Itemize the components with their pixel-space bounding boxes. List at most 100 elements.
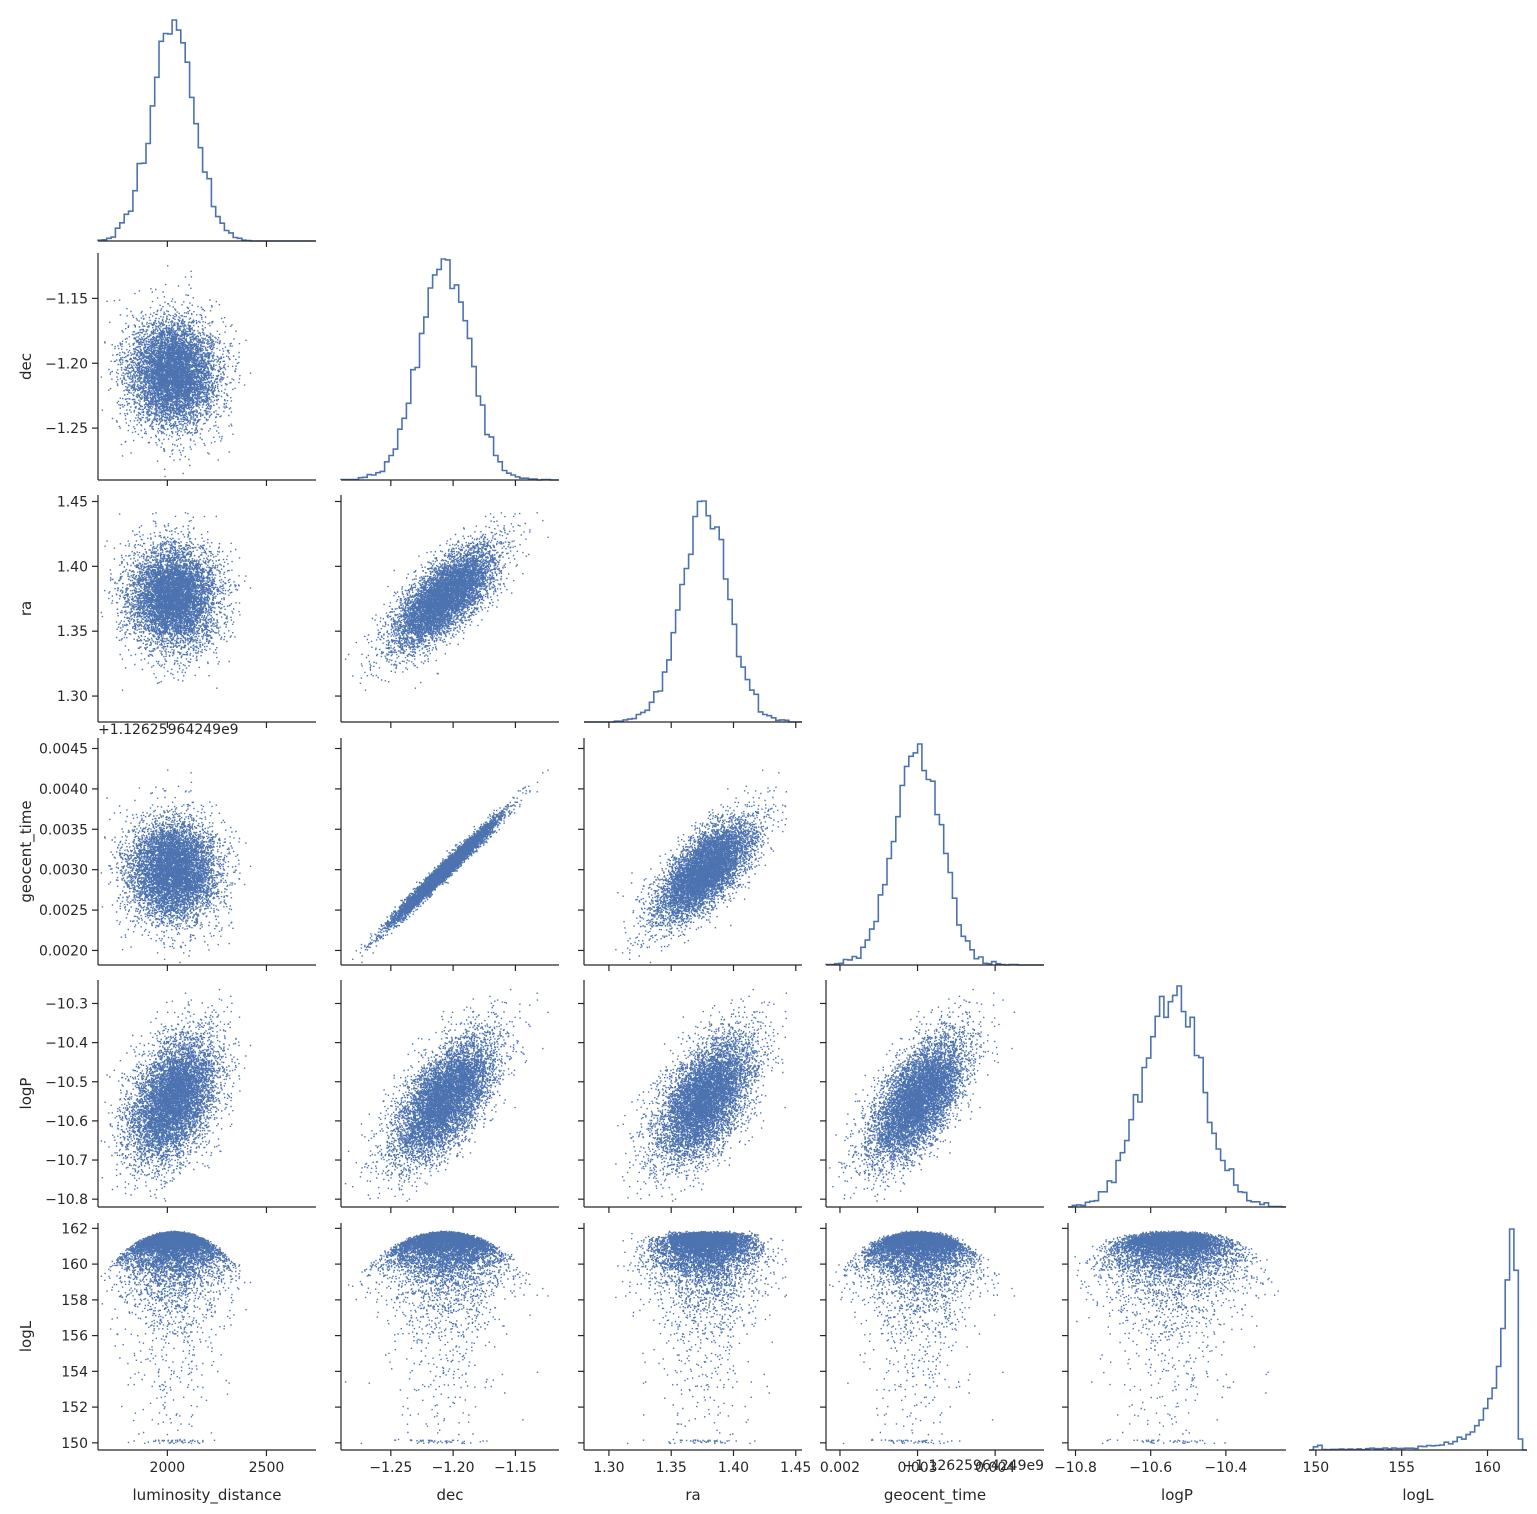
y-tick-label: 152 <box>61 1400 88 1416</box>
panel-logP-vs-geocent_time <box>820 980 1044 1213</box>
scatter-points-logP-vs-ra <box>615 988 787 1202</box>
y-tick-label: 0.0035 <box>39 822 88 838</box>
histogram-ra <box>584 500 802 723</box>
scatter-marks <box>100 769 252 964</box>
scatter-marks <box>344 988 549 1202</box>
y-tick-label: −10.5 <box>45 1075 88 1091</box>
x-tick-label: −1.25 <box>369 1460 412 1476</box>
panel-ra-vs-ra <box>584 500 802 728</box>
y-tick-label: 0.0040 <box>39 782 88 798</box>
x-tick-label: −1.15 <box>494 1460 537 1476</box>
x-axis-label-logP: logP <box>1161 1486 1193 1504</box>
scatter-points-geocent_time-vs-ra <box>615 769 787 964</box>
panel-logL-vs-logP: −10.8 −10.6 −10.4 <box>1054 1223 1286 1476</box>
scatter-points-logL-vs-dec <box>344 1230 549 1445</box>
scatter-points-ra-vs-luminosity_distance <box>100 512 252 691</box>
x-axis-label-ra: ra <box>685 1486 700 1504</box>
y-tick-label: 150 <box>61 1436 88 1452</box>
y-tick-label: 1.40 <box>57 559 88 575</box>
y-tick-label: 158 <box>61 1293 88 1309</box>
scatter-marks <box>829 988 1016 1202</box>
scatter-marks <box>1074 1230 1279 1445</box>
scatter-points-dec-vs-luminosity_distance <box>100 265 252 478</box>
panel-logL-vs-dec: −1.25 −1.20 −1.15 <box>335 1223 559 1476</box>
y-axis-label-dec: dec <box>17 353 35 380</box>
scatter-points-logP-vs-luminosity_distance <box>100 988 252 1202</box>
y-tick-label: 162 <box>61 1221 88 1237</box>
y-axis-label-logP: logP <box>17 1078 35 1110</box>
y-tick-label: 0.0025 <box>39 903 88 919</box>
y-tick-label: −1.25 <box>45 421 88 437</box>
x-tick-label: 155 <box>1388 1460 1415 1476</box>
y-axis-label-ra: ra <box>17 601 35 616</box>
x-tick-label: 160 <box>1474 1460 1501 1476</box>
y-tick-label: −1.20 <box>45 356 88 372</box>
scatter-points-logL-vs-geocent_time <box>829 1230 1016 1445</box>
y-tick-label: −10.8 <box>45 1192 88 1208</box>
scatter-points-logP-vs-geocent_time <box>829 988 1016 1202</box>
panel-logL-vs-geocent_time: 0.002 0.003 0.004 <box>820 1223 1044 1476</box>
scatter-marks <box>100 265 252 478</box>
panel-logP-vs-luminosity_distance: −10.8 −10.7 −10.6 −10.5 −10.4 −10.3 <box>45 980 316 1213</box>
y-tick-label: −10.7 <box>45 1153 88 1169</box>
x-tick-label: 0.004 <box>975 1460 1015 1476</box>
y-tick-label: 1.35 <box>57 624 88 640</box>
panel-logL-vs-logL: 150 155 160 <box>1302 1228 1527 1476</box>
scatter-points-logL-vs-luminosity_distance <box>100 1230 252 1445</box>
panel-ra-vs-luminosity_distance: 1.30 1.35 1.40 1.45 <box>57 494 316 728</box>
scatter-marks <box>100 988 252 1202</box>
scatter-marks <box>344 1230 549 1445</box>
y-tick-label: 0.0045 <box>39 742 88 758</box>
panel-logL-vs-luminosity_distance: 150 152 154 156 158 160 162 2000 2500 <box>61 1221 316 1476</box>
scatter-points-logL-vs-ra <box>615 1230 787 1445</box>
y-tick-label: 154 <box>61 1364 88 1380</box>
panel-geocent_time-vs-geocent_time <box>825 743 1044 971</box>
histogram-dec <box>340 258 559 481</box>
x-tick-label: 2500 <box>249 1460 285 1476</box>
panel-geocent_time-vs-dec <box>335 738 559 971</box>
y-tick-label: −1.15 <box>45 291 88 307</box>
scatter-marks <box>100 1230 252 1445</box>
scatter-points-geocent_time-vs-luminosity_distance <box>100 769 252 964</box>
panel-geocent_time-vs-luminosity_distance: 0.0020 0.0025 0.0030 0.0035 0.0040 0.0045 <box>39 738 316 971</box>
histogram-geocent_time <box>825 743 1044 966</box>
scatter-points-logP-vs-dec <box>344 988 549 1202</box>
x-tick-label: −10.8 <box>1054 1460 1097 1476</box>
scatter-marks <box>615 769 787 964</box>
panel-dec-vs-dec <box>340 258 559 486</box>
scatter-marks <box>100 512 252 691</box>
scatter-marks <box>615 988 787 1202</box>
scatter-marks <box>829 1230 1016 1445</box>
panel-logL-vs-ra: 1.30 1.35 1.40 1.45 <box>578 1223 811 1476</box>
scatter-points-geocent_time-vs-dec <box>352 769 549 964</box>
panel-ra-vs-dec <box>335 495 559 728</box>
y-tick-label: 1.45 <box>57 494 88 510</box>
x-tick-label: −10.4 <box>1204 1460 1247 1476</box>
panel-logP-vs-logP <box>1068 985 1286 1213</box>
scatter-marks <box>344 512 549 691</box>
y-tick-label: −10.4 <box>45 1036 88 1052</box>
x-tick-label: 2000 <box>150 1460 186 1476</box>
histogram-luminosity_distance <box>97 19 316 242</box>
x-axis-label-luminosity_distance: luminosity_distance <box>133 1486 282 1505</box>
scatter-points-ra-vs-dec <box>344 512 549 691</box>
scatter-marks <box>352 769 549 964</box>
x-tick-label: 1.45 <box>780 1460 811 1476</box>
x-tick-label: 1.40 <box>718 1460 749 1476</box>
x-tick-label: 150 <box>1302 1460 1329 1476</box>
scatter-marks <box>615 1230 787 1445</box>
x-tick-label: −10.6 <box>1129 1460 1172 1476</box>
x-tick-label: 1.35 <box>656 1460 687 1476</box>
y-axis-label-geocent_time: geocent_time <box>17 800 36 902</box>
y-axis-label-logL: logL <box>17 1320 35 1352</box>
histogram-logP <box>1068 985 1286 1208</box>
histogram-logL <box>1309 1228 1527 1451</box>
panel-geocent_time-vs-ra <box>578 738 802 971</box>
x-axis-label-geocent_time: geocent_time <box>884 1486 986 1505</box>
y-offset-label-geocent_time: +1.12625964249e9 <box>98 722 239 738</box>
panel-dec-vs-luminosity_distance: −1.25 −1.20 −1.15 <box>45 253 316 486</box>
panel-logP-vs-dec <box>335 980 559 1213</box>
x-tick-label: −1.20 <box>432 1460 475 1476</box>
x-offset-label-geocent_time: +1.12625964249e9 <box>903 1458 1044 1474</box>
